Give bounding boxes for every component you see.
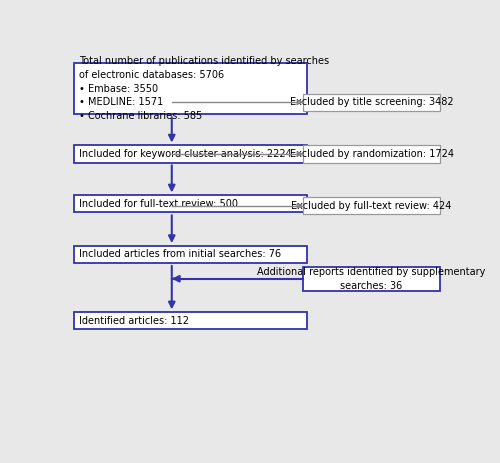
- FancyBboxPatch shape: [74, 195, 306, 213]
- FancyBboxPatch shape: [74, 246, 306, 263]
- Text: Additional reports identified by supplementary
searches: 36: Additional reports identified by supplem…: [258, 267, 486, 291]
- Text: Excluded by randomization: 1724: Excluded by randomization: 1724: [290, 149, 454, 159]
- Text: Total number of publications identified by searches
of electronic databases: 570: Total number of publications identified …: [79, 56, 329, 121]
- Text: Included for keyword cluster analysis: 2224: Included for keyword cluster analysis: 2…: [79, 149, 292, 159]
- Text: Identified articles: 112: Identified articles: 112: [79, 316, 189, 326]
- FancyBboxPatch shape: [74, 312, 306, 329]
- FancyBboxPatch shape: [74, 63, 306, 114]
- Text: Included articles from initial searches: 76: Included articles from initial searches:…: [79, 250, 281, 259]
- FancyBboxPatch shape: [74, 145, 306, 163]
- Text: Excluded by full-text review: 424: Excluded by full-text review: 424: [292, 200, 452, 211]
- FancyBboxPatch shape: [303, 267, 440, 291]
- FancyBboxPatch shape: [303, 94, 440, 111]
- Text: Excluded by title screening: 3482: Excluded by title screening: 3482: [290, 97, 454, 107]
- FancyBboxPatch shape: [303, 197, 440, 214]
- FancyBboxPatch shape: [303, 145, 440, 163]
- Text: Included for full-text review: 500: Included for full-text review: 500: [79, 199, 238, 209]
